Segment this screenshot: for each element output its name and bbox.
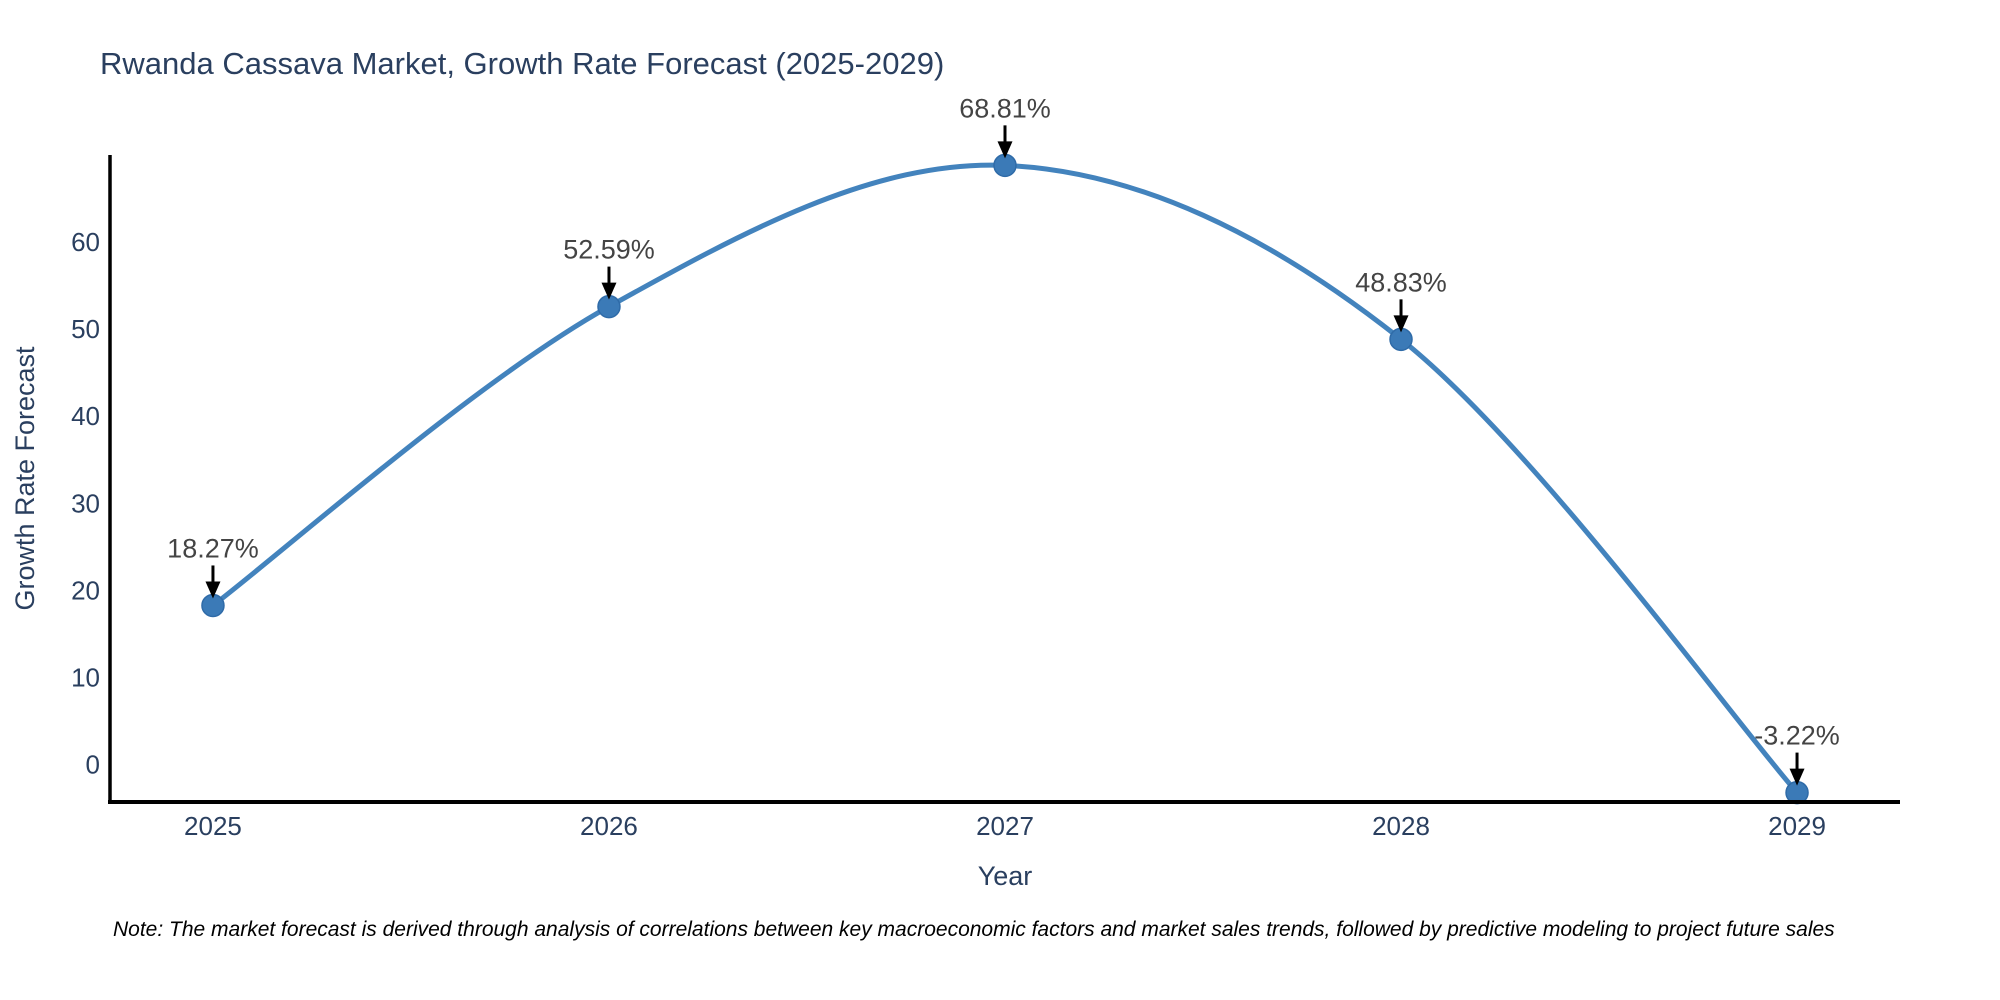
forecast-line xyxy=(211,162,1799,795)
y-tick-label: 20 xyxy=(71,575,100,605)
y-tick-label: 30 xyxy=(71,488,100,518)
x-axis-title: Year xyxy=(978,861,1033,891)
y-tick-label: 10 xyxy=(71,662,100,692)
point-value-label: -3.22% xyxy=(1754,721,1840,751)
x-tick-label: 2027 xyxy=(976,811,1034,841)
footnote: Note: The market forecast is derived thr… xyxy=(113,918,1835,941)
y-tick-label: 50 xyxy=(71,314,100,344)
point-value-label: 48.83% xyxy=(1355,267,1447,297)
x-tick-label: 2028 xyxy=(1372,811,1430,841)
x-tick-label: 2029 xyxy=(1768,811,1826,841)
annotation-arrowhead-icon xyxy=(1789,768,1805,786)
x-tick-label: 2025 xyxy=(184,811,242,841)
annotation-arrowhead-icon xyxy=(205,581,221,599)
y-tick-label: 60 xyxy=(71,227,100,257)
y-tick-label: 40 xyxy=(71,401,100,431)
point-value-label: 68.81% xyxy=(959,93,1051,123)
chart-title: Rwanda Cassava Market, Growth Rate Forec… xyxy=(100,46,945,81)
y-axis-title: Growth Rate Forecast xyxy=(10,346,40,611)
x-tick-label: 2026 xyxy=(580,811,638,841)
point-value-label: 52.59% xyxy=(563,235,655,265)
point-value-label: 18.27% xyxy=(167,533,259,563)
annotation-arrowhead-icon xyxy=(1393,315,1409,333)
annotation-arrowhead-icon xyxy=(997,141,1013,159)
annotation-arrowhead-icon xyxy=(601,282,617,300)
y-tick-label: 0 xyxy=(86,750,100,780)
